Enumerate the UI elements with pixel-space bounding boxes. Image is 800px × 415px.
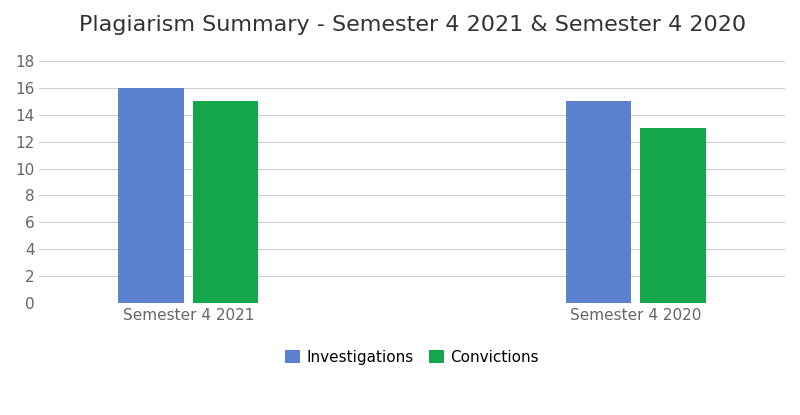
Title: Plagiarism Summary - Semester 4 2021 & Semester 4 2020: Plagiarism Summary - Semester 4 2021 & S… bbox=[78, 15, 746, 35]
Bar bbox=[118, 88, 184, 303]
Bar bbox=[193, 101, 258, 303]
Bar bbox=[640, 128, 706, 303]
Bar bbox=[566, 101, 631, 303]
Legend: Investigations, Convictions: Investigations, Convictions bbox=[279, 344, 545, 371]
